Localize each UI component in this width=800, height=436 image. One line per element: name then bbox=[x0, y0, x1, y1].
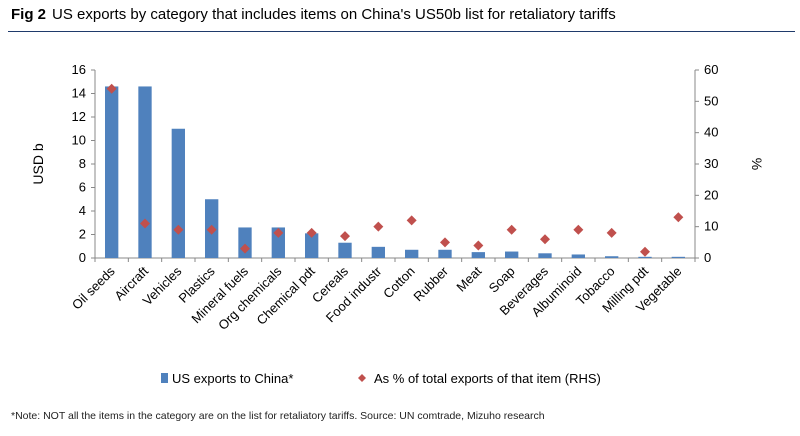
bar bbox=[471, 252, 485, 258]
y-axis-title-right: % bbox=[749, 158, 765, 170]
figure-label: Fig 2 bbox=[11, 6, 47, 23]
y-tick-label-left: 14 bbox=[72, 86, 86, 101]
diamond-marker bbox=[106, 83, 117, 94]
bar bbox=[571, 254, 585, 258]
y-tick-label-right: 10 bbox=[704, 219, 718, 234]
x-tick-label: Oil seeds bbox=[69, 263, 118, 312]
legend-swatch-marker bbox=[358, 374, 366, 382]
y-axis-title-left: USD b bbox=[30, 143, 46, 184]
chart: 0 2 4 6 8 10 12 14 16 0 10 20 30 40 50 60 USD b % Oil seed… bbox=[30, 62, 765, 386]
diamond-marker bbox=[573, 224, 584, 235]
legend-swatch-bar bbox=[161, 373, 168, 383]
y-tick-label-left: 2 bbox=[79, 227, 86, 242]
bar bbox=[671, 256, 685, 258]
figure-title: US exports by category that includes ite… bbox=[52, 6, 616, 23]
y-tick-label-left: 4 bbox=[79, 203, 86, 218]
diamond-marker bbox=[373, 221, 384, 232]
bar bbox=[305, 233, 319, 258]
diamond-marker bbox=[506, 224, 517, 235]
diamond-marker bbox=[440, 237, 450, 248]
figure-note: *Note: NOT all the items in the category… bbox=[11, 410, 545, 422]
bar bbox=[138, 86, 152, 258]
diamond-marker bbox=[640, 246, 650, 257]
bar bbox=[505, 251, 519, 258]
diamond-marker bbox=[206, 224, 217, 235]
diamond-marker bbox=[673, 212, 684, 223]
legend-label-bar: US exports to China* bbox=[172, 371, 293, 386]
y-tick-label-left: 0 bbox=[79, 250, 86, 265]
diamond-marker bbox=[173, 224, 184, 235]
diamond-marker bbox=[406, 215, 417, 226]
bar bbox=[605, 256, 619, 258]
diamond-marker bbox=[306, 227, 317, 238]
bar bbox=[338, 242, 352, 258]
diamond-marker bbox=[140, 218, 150, 229]
title-divider bbox=[8, 31, 795, 32]
bar bbox=[271, 227, 285, 258]
x-tick-label: Rubber bbox=[410, 263, 451, 304]
diamond-marker bbox=[240, 243, 250, 254]
y-tick-label-left: 6 bbox=[79, 180, 86, 195]
diamond-marker bbox=[273, 227, 284, 238]
bar bbox=[371, 246, 385, 258]
bar bbox=[238, 227, 252, 258]
bar bbox=[438, 249, 452, 258]
y-tick-label-left: 12 bbox=[72, 109, 86, 124]
y-tick-label-left: 10 bbox=[72, 133, 86, 148]
y-tick-label-left: 8 bbox=[79, 156, 86, 171]
figure-title-row: Fig 2 US exports by category that include… bbox=[11, 6, 616, 23]
y-tick-label-right: 20 bbox=[704, 187, 718, 202]
bar bbox=[638, 256, 652, 258]
x-tick-label: Meat bbox=[453, 263, 484, 294]
legend-label-marker: As % of total exports of that item (RHS) bbox=[374, 371, 601, 386]
y-tick-label-right: 0 bbox=[704, 250, 711, 265]
y-tick-label-right: 40 bbox=[704, 125, 718, 140]
bar bbox=[171, 128, 185, 258]
bar bbox=[105, 86, 119, 258]
diamond-marker bbox=[340, 231, 350, 242]
diamond-marker bbox=[473, 240, 484, 251]
diamond-marker bbox=[606, 227, 617, 238]
bar bbox=[538, 253, 552, 258]
y-tick-label-right: 30 bbox=[704, 156, 718, 171]
bar bbox=[405, 249, 419, 258]
y-tick-label-right: 60 bbox=[704, 62, 718, 77]
diamond-marker bbox=[540, 234, 550, 245]
y-tick-label-right: 50 bbox=[704, 93, 718, 108]
y-tick-label-left: 16 bbox=[72, 62, 86, 77]
